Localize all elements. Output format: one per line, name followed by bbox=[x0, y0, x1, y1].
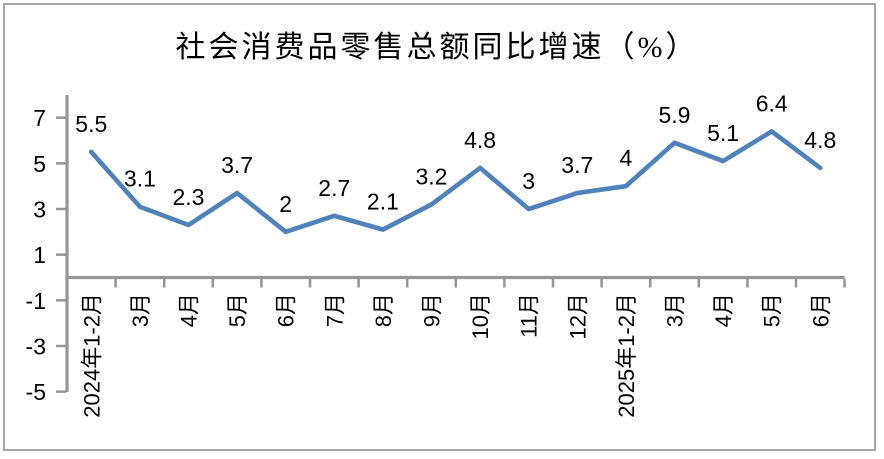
x-axis-category-label: 4月 bbox=[711, 293, 736, 327]
data-label: 5.1 bbox=[707, 120, 739, 146]
data-label: 3 bbox=[522, 168, 535, 194]
data-label: 4.8 bbox=[464, 127, 496, 153]
data-label: 4 bbox=[620, 145, 633, 171]
chart-title: 社会消费品零售总额同比增速（%） bbox=[175, 31, 699, 64]
x-axis-category-label: 2024年1-2月 bbox=[79, 293, 104, 418]
y-axis-tick-label: -5 bbox=[26, 379, 46, 405]
x-axis-category-label: 5月 bbox=[225, 293, 250, 327]
x-axis-category-label: 7月 bbox=[322, 293, 347, 327]
x-axis-category-label: 2025年1-2月 bbox=[614, 293, 639, 418]
y-axis-tick-label: 1 bbox=[33, 242, 46, 268]
data-label: 3.7 bbox=[221, 152, 253, 178]
x-axis-category-label: 5月 bbox=[760, 293, 785, 327]
x-axis-category-label: 4月 bbox=[177, 293, 202, 327]
data-label: 5.5 bbox=[75, 111, 107, 137]
x-axis-category-label: 11月 bbox=[517, 293, 542, 338]
x-axis-category-label: 6月 bbox=[274, 293, 299, 327]
x-axis-category-label: 6月 bbox=[808, 293, 833, 327]
data-label: 2 bbox=[279, 191, 292, 217]
x-axis-category-label: 10月 bbox=[468, 293, 493, 339]
x-axis-category-label: 8月 bbox=[371, 293, 396, 327]
y-axis-tick-label: 3 bbox=[33, 197, 46, 223]
series-line bbox=[89, 129, 823, 235]
data-label: 3.7 bbox=[561, 152, 593, 178]
data-label: 4.8 bbox=[804, 127, 836, 153]
y-axis-tick-label: 7 bbox=[33, 105, 46, 131]
x-axis-category-label: 9月 bbox=[420, 293, 445, 327]
data-label: 3.1 bbox=[124, 166, 156, 192]
y-axis-tick-label: -1 bbox=[26, 288, 46, 314]
data-label: 2.3 bbox=[173, 184, 205, 210]
y-axis-tick-label: 5 bbox=[33, 151, 46, 177]
x-axis-category-label: 3月 bbox=[128, 293, 153, 327]
data-label: 6.4 bbox=[756, 90, 788, 116]
data-label: 2.1 bbox=[367, 189, 399, 215]
data-label: 3.2 bbox=[416, 163, 448, 189]
x-axis-category-label: 3月 bbox=[663, 293, 688, 327]
x-axis-category-label: 12月 bbox=[565, 293, 590, 339]
y-axis-tick-label: -3 bbox=[26, 333, 46, 359]
data-label: 2.7 bbox=[318, 175, 350, 201]
data-label: 5.9 bbox=[659, 102, 691, 128]
